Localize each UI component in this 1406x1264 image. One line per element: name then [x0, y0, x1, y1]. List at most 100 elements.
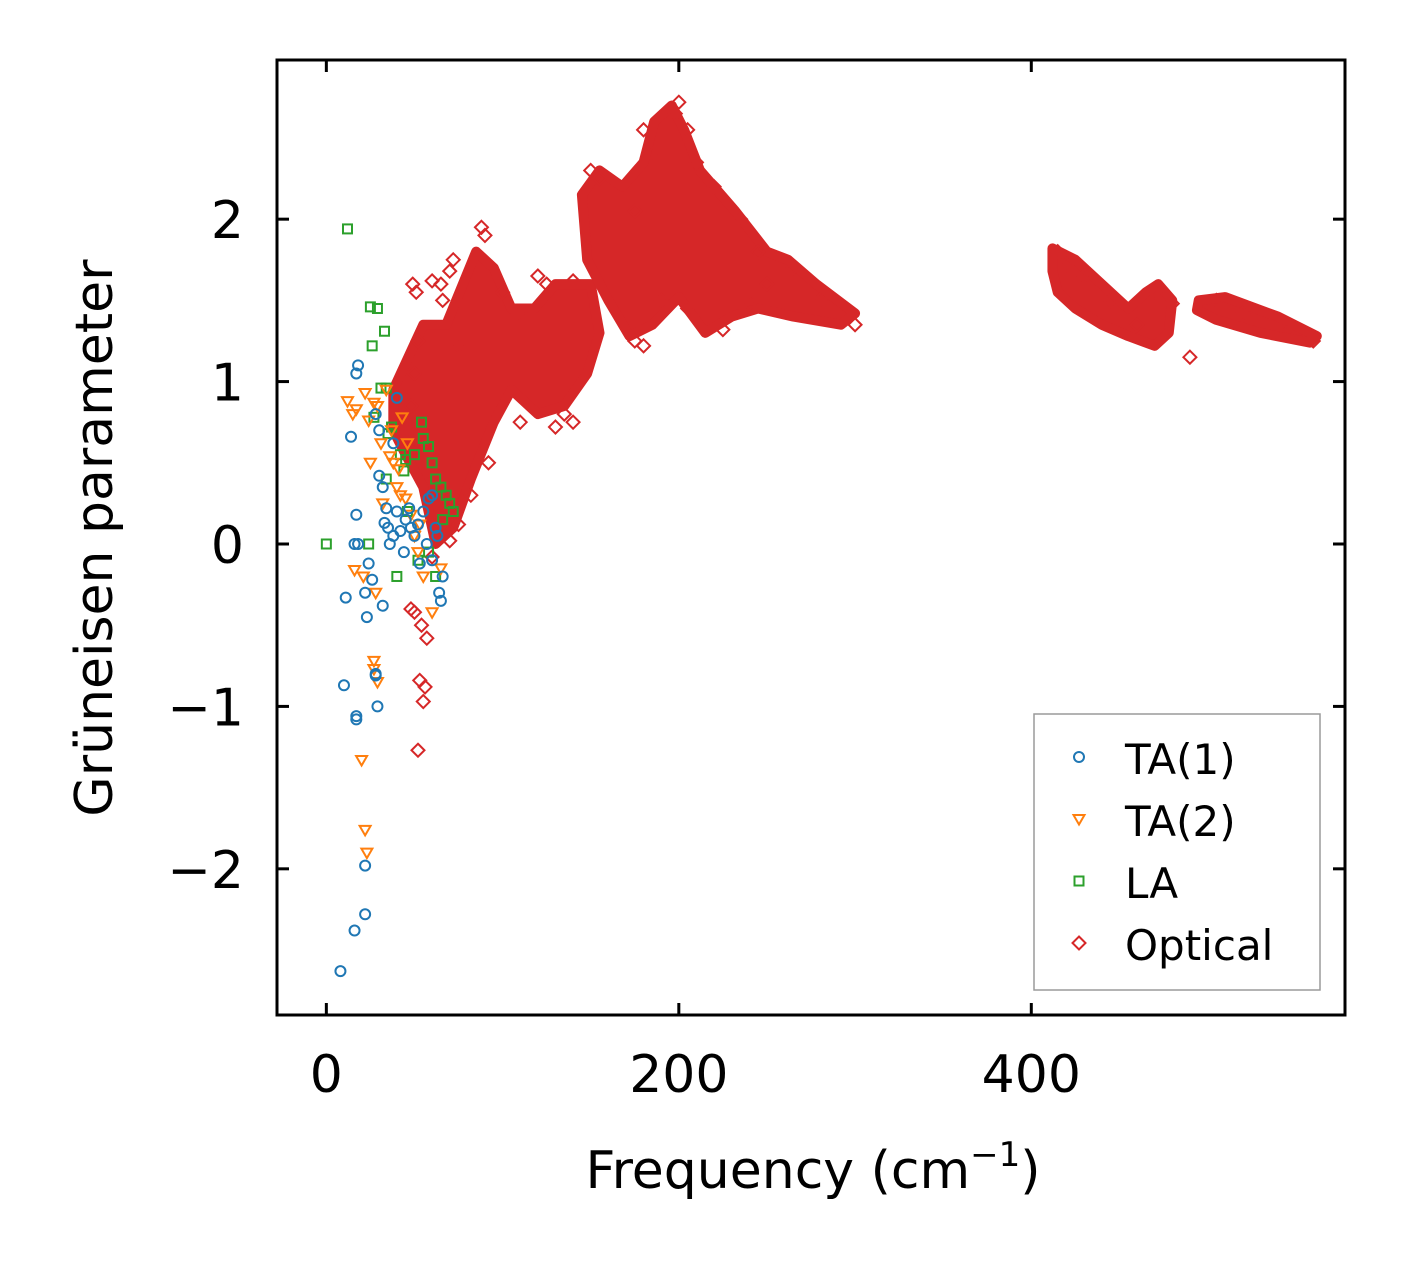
point-ta2 — [424, 607, 440, 620]
point-ta1 — [369, 408, 382, 421]
point-optical — [688, 154, 705, 171]
point-optical — [1129, 316, 1145, 333]
point-optical — [450, 516, 467, 533]
point-ta1 — [434, 594, 447, 607]
legend-label-optical: Optical — [1125, 921, 1273, 970]
point-ta2 — [347, 564, 362, 578]
legend-box — [1033, 713, 1321, 991]
plot-frame — [275, 58, 1347, 1017]
point-ta2 — [433, 563, 449, 576]
point-ta2 — [394, 412, 410, 425]
point-optical — [1164, 295, 1181, 312]
y-tick-label: −1 — [167, 678, 244, 738]
point-la — [379, 325, 391, 337]
point-optical — [406, 604, 423, 621]
point-optical — [582, 162, 599, 179]
point-optical — [811, 292, 828, 309]
legend-label-ta1: TA(1) — [1124, 735, 1236, 784]
point-ta2 — [368, 587, 383, 601]
point-ta2 — [356, 571, 371, 584]
point-la — [341, 223, 353, 235]
point-ta2 — [410, 547, 426, 560]
point-la — [320, 538, 332, 550]
point-optical — [847, 316, 863, 333]
point-ta1 — [350, 710, 363, 723]
point-optical — [565, 272, 581, 289]
point-optical — [556, 406, 573, 422]
optical-dense-region-3 — [1047, 243, 1178, 351]
point-ta1 — [394, 525, 407, 538]
point-ta1 — [369, 667, 382, 680]
point-optical — [1234, 305, 1251, 322]
point-optical — [591, 170, 608, 187]
point-ta1 — [390, 391, 403, 404]
point-ta1 — [345, 430, 358, 443]
point-ta1 — [399, 513, 412, 526]
point-ta2 — [373, 438, 389, 451]
point-ta1 — [376, 481, 389, 494]
point-ta1 — [403, 502, 416, 515]
point-optical — [403, 398, 419, 414]
point-optical — [626, 203, 643, 219]
point-optical — [635, 121, 652, 138]
point-optical — [410, 742, 426, 759]
point-ta1 — [352, 537, 365, 550]
point-optical — [417, 679, 433, 695]
y-tick-label: −2 — [167, 841, 244, 901]
point-ta1 — [348, 537, 361, 550]
point-ta1 — [387, 437, 400, 450]
point-optical — [441, 263, 458, 280]
point-optical — [667, 105, 684, 122]
point-optical — [413, 617, 430, 634]
point-ta2 — [349, 404, 364, 417]
point-la — [416, 416, 428, 428]
point-ta2 — [357, 387, 373, 401]
point-ta1 — [362, 557, 375, 570]
point-optical — [653, 292, 670, 309]
point-la — [430, 570, 442, 582]
point-ta1 — [422, 492, 435, 505]
point-optical — [441, 532, 458, 549]
point-optical — [418, 630, 435, 647]
point-optical — [494, 284, 511, 301]
legend-label-la: LA — [1125, 859, 1178, 908]
legend-marker-la — [1073, 875, 1085, 887]
point-la — [426, 457, 438, 469]
axis-ticks: 0 200 400 −2 −1 0 1 2 — [167, 60, 1345, 1105]
point-ta1 — [436, 570, 449, 583]
point-optical — [512, 414, 529, 431]
point-optical — [408, 284, 425, 301]
point-ta1 — [431, 529, 444, 542]
point-ta1 — [348, 924, 361, 937]
point-la — [391, 570, 403, 582]
legend-marker-ta1 — [1073, 751, 1085, 763]
point-optical — [635, 337, 652, 354]
legend-marker-optical — [1071, 935, 1087, 951]
point-optical — [424, 272, 441, 289]
point-ta2 — [391, 464, 406, 477]
y-axis-label: Grüneisen parameter — [65, 259, 125, 817]
x-tick-label: 0 — [310, 1045, 343, 1105]
point-la — [408, 449, 420, 461]
y-tick-label: 2 — [211, 191, 244, 251]
x-tick-label: 400 — [982, 1045, 1081, 1105]
y-tick-label: 0 — [211, 516, 244, 576]
point-ta1 — [371, 700, 384, 713]
legend: TA(1) TA(2) LA Optical — [1033, 713, 1321, 991]
point-ta1 — [366, 573, 379, 586]
x-axis-label: Frequency (cm−1) — [585, 1135, 1040, 1201]
point-optical — [679, 121, 696, 138]
point-optical — [741, 295, 758, 312]
point-ta1 — [359, 908, 372, 921]
point-optical — [547, 419, 564, 435]
point-ta1 — [420, 537, 433, 550]
point-optical — [1208, 292, 1225, 309]
point-optical — [626, 333, 643, 349]
point-optical — [432, 276, 449, 293]
point-ta2 — [359, 847, 375, 861]
point-optical — [706, 178, 722, 195]
point-optical — [415, 693, 432, 710]
point-ta1 — [350, 508, 363, 521]
point-ta1 — [408, 529, 421, 542]
point-optical — [1305, 333, 1322, 349]
